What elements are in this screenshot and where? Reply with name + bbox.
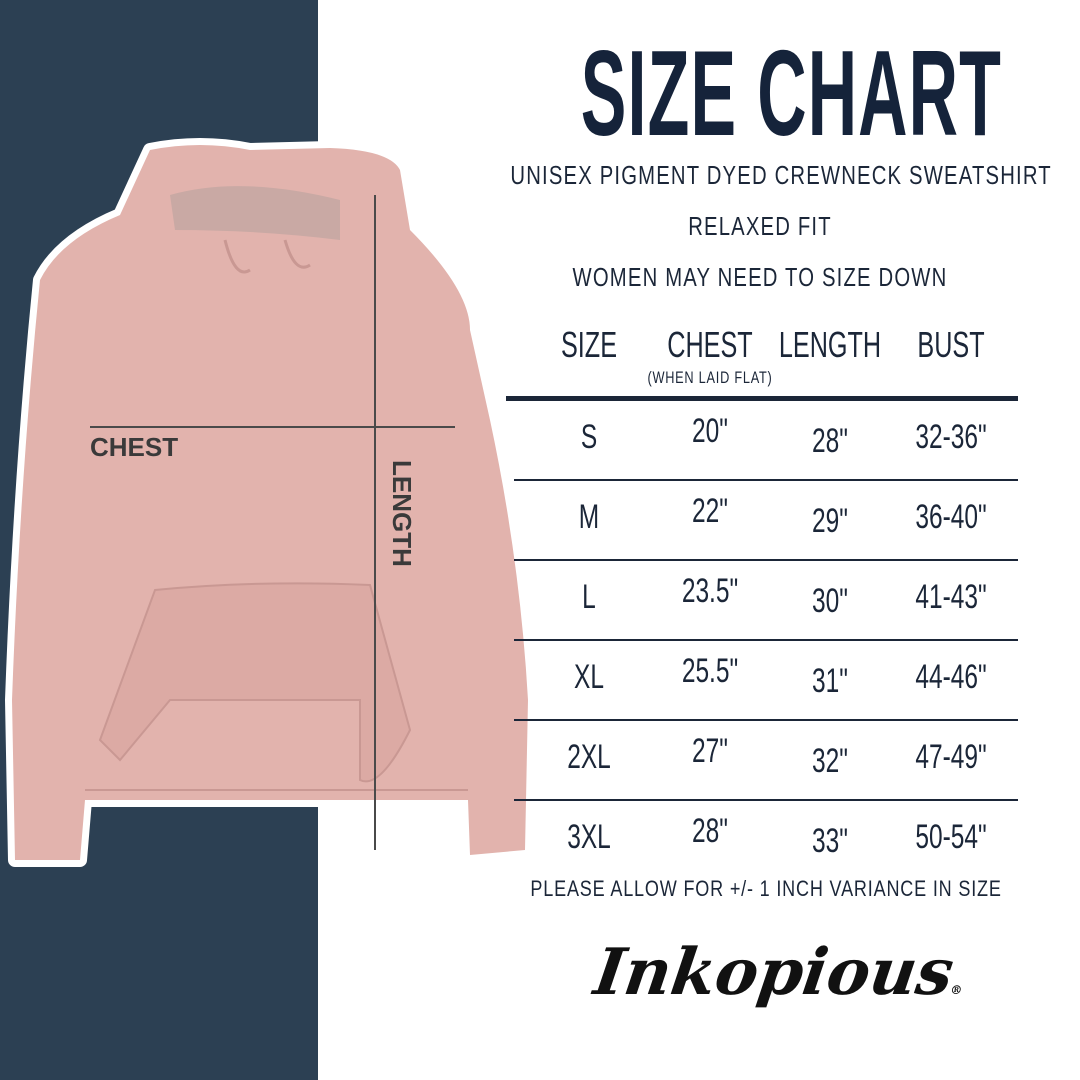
cell-size: 3XL xyxy=(567,818,611,856)
cell-size: L xyxy=(582,578,596,616)
brand-logo-text: Inkopious xyxy=(589,935,959,1010)
header-divider xyxy=(506,396,1018,401)
subtitle-fit: RELAXED FIT xyxy=(688,211,832,241)
hoodie-image xyxy=(5,138,535,867)
cell-length: 33" xyxy=(812,822,848,860)
row-divider xyxy=(514,639,1018,641)
cell-chest: 22" xyxy=(692,492,728,530)
length-label: LENGTH xyxy=(387,460,417,567)
header-size: SIZE xyxy=(560,324,617,365)
cell-bust: 47-49" xyxy=(915,738,987,776)
cell-size: M xyxy=(578,498,600,536)
cell-size: S xyxy=(580,418,598,456)
cell-length: 28" xyxy=(812,422,848,460)
cell-bust: 41-43" xyxy=(915,578,987,616)
cell-size: XL xyxy=(574,658,604,696)
header-chest: CHEST xyxy=(667,324,753,365)
chest-label: CHEST xyxy=(90,432,179,462)
header-length: LENGTH xyxy=(778,324,882,365)
variance-footnote: PLEASE ALLOW FOR +/- 1 INCH VARIANCE IN … xyxy=(530,876,1002,901)
cell-chest: 25.5" xyxy=(681,652,739,690)
registered-mark: ® xyxy=(949,983,964,997)
cell-chest: 20" xyxy=(692,412,728,450)
cell-bust: 50-54" xyxy=(915,818,987,856)
row-divider xyxy=(514,559,1018,561)
cell-size: 2XL xyxy=(567,738,611,776)
cell-chest: 27" xyxy=(692,732,728,770)
cell-chest: 23.5" xyxy=(681,572,739,610)
cell-length: 31" xyxy=(812,662,848,700)
chest-note: (WHEN LAID FLAT) xyxy=(647,368,773,387)
page-title: SIZE CHART xyxy=(580,25,1002,161)
cell-chest: 28" xyxy=(692,812,728,850)
subtitle-product: UNISEX PIGMENT DYED CREWNECK SWEATSHIRT xyxy=(510,160,1052,190)
subtitle-sizing-note: WOMEN MAY NEED TO SIZE DOWN xyxy=(572,262,948,292)
cell-bust: 32-36" xyxy=(915,418,987,456)
cell-length: 30" xyxy=(812,582,848,620)
brand-logo: Inkopious® xyxy=(590,935,970,1010)
row-divider xyxy=(514,479,1018,481)
row-divider xyxy=(514,719,1018,721)
cell-bust: 36-40" xyxy=(915,498,987,536)
row-divider xyxy=(514,799,1018,801)
cell-length: 32" xyxy=(812,742,848,780)
header-bust: BUST xyxy=(917,324,985,365)
cell-length: 29" xyxy=(812,502,848,540)
cell-bust: 44-46" xyxy=(915,658,987,696)
